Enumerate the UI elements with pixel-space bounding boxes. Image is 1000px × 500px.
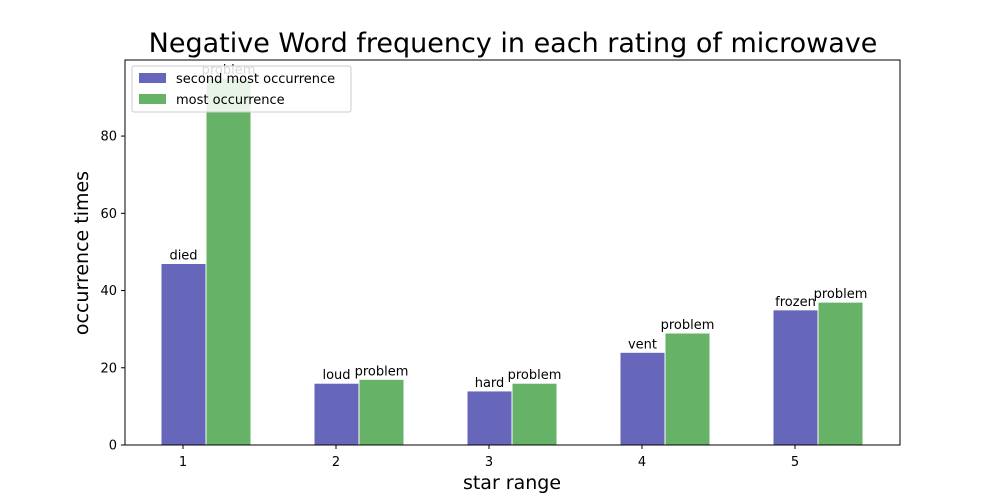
bar-label-second-most-star-3: hard — [475, 376, 505, 391]
bar-second-most-star-1 — [160, 263, 207, 446]
bar-most-star-5 — [817, 301, 864, 446]
y-tick-label: 60 — [100, 207, 117, 222]
bar-most-star-1 — [205, 77, 252, 446]
bars-group — [160, 77, 864, 446]
bar-second-most-star-2 — [313, 382, 360, 446]
bar-label-second-most-star-1: died — [169, 249, 197, 264]
plot-area — [125, 60, 900, 445]
plot-frame — [124, 59, 901, 446]
y-tick-label: 20 — [100, 361, 117, 376]
legend-label-second-most-occurrence: second most occurrence — [176, 72, 335, 87]
bar-second-most-star-3 — [466, 390, 513, 446]
x-tick-label: 3 — [485, 455, 493, 470]
bar-label-second-most-star-4: vent — [628, 337, 657, 352]
y-tick-label: 40 — [100, 284, 117, 299]
legend-label-most-occurrence: most occurrence — [176, 93, 285, 108]
bar-most-star-3 — [511, 382, 558, 446]
legend-swatch-second-most-occurrence — [139, 73, 166, 83]
y-axis-label: occurrence times — [71, 171, 93, 335]
bar-second-most-star-5 — [772, 309, 819, 446]
x-tick-label: 4 — [638, 455, 646, 470]
legend-box — [131, 65, 352, 113]
x-axis-ticks: 1 2 3 4 5 — [179, 445, 799, 470]
bar-label-most-star-2: problem — [355, 364, 409, 379]
y-tick-label: 0 — [109, 439, 117, 454]
x-tick-label: 1 — [179, 455, 187, 470]
bar-label-most-star-4: problem — [661, 318, 715, 333]
x-tick-label: 5 — [791, 455, 799, 470]
x-tick-label: 2 — [332, 455, 340, 470]
y-axis-ticks: 0 20 40 60 80 — [100, 130, 125, 454]
bar-label-most-star-3: problem — [508, 368, 562, 383]
y-tick-label: 80 — [100, 130, 117, 145]
chart-title: Negative Word frequency in each rating o… — [149, 28, 878, 59]
bar-label-most-star-5: problem — [814, 287, 868, 302]
bar-label-second-most-star-5: frozen — [775, 295, 816, 310]
bar-most-star-2 — [358, 378, 405, 446]
bar-most-star-4 — [664, 332, 711, 446]
bar-second-most-star-4 — [619, 351, 666, 446]
legend: second most occurrence most occurrence — [131, 65, 352, 113]
bar-label-second-most-star-2: loud — [322, 368, 350, 383]
legend-swatch-most-occurrence — [139, 94, 166, 104]
x-axis-label: star range — [463, 472, 561, 494]
